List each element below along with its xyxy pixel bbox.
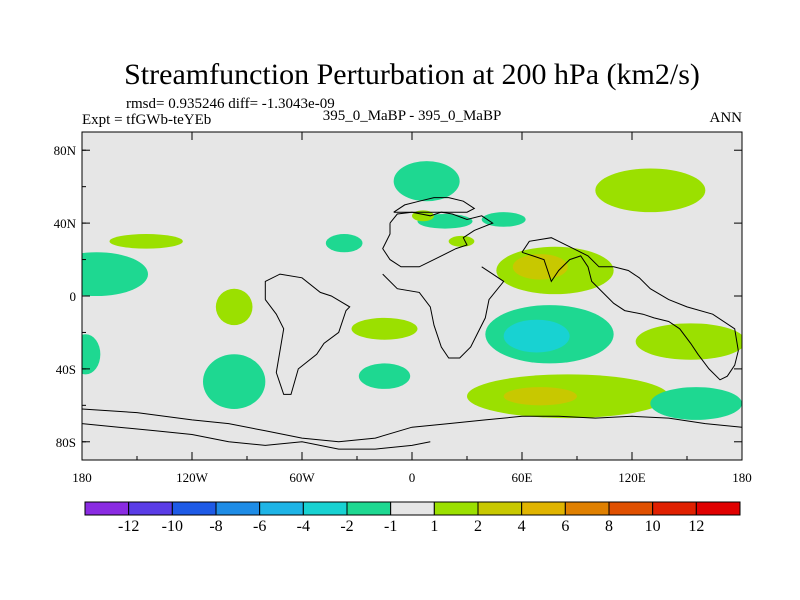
- y-tick-label: 80S: [56, 435, 76, 450]
- colorbar-label: -12: [118, 518, 139, 535]
- x-tick-label: 180: [72, 470, 92, 485]
- y-tick-label: 80N: [54, 143, 77, 158]
- region-npac-east-pos: [109, 234, 183, 249]
- colorbar-swatch: [84, 501, 130, 516]
- colorbar-label: -6: [253, 518, 266, 535]
- region-india-core: [512, 254, 568, 280]
- y-tick-label: 0: [70, 289, 77, 304]
- colorbar-label: -10: [162, 518, 183, 535]
- coastline-africa-south-coast: [382, 266, 505, 359]
- colorbar-swatch: [346, 501, 392, 516]
- region-south-pac-east-neg: [650, 387, 742, 420]
- experiment-label: Expt = tfGWb-teYEb: [82, 112, 211, 128]
- region-sam-west-neg: [203, 354, 266, 409]
- region-siberia-pos: [595, 168, 706, 213]
- x-tick-label: 60E: [512, 470, 533, 485]
- region-tropical-pac-pos: [215, 288, 253, 326]
- colorbar-swatch: [128, 501, 173, 516]
- colorbar-swatch: [259, 501, 304, 516]
- region-greenland-neg: [393, 161, 460, 202]
- coastline-antarctic-peninsula: [82, 423, 431, 450]
- y-tick-label: 40S: [56, 362, 76, 377]
- region-south-pac-neg: [82, 334, 101, 375]
- chart-title: Streamfunction Perturbation at 200 hPa (…: [124, 58, 700, 91]
- colorbar-swatch: [521, 501, 566, 516]
- y-tick-label: 40N: [54, 216, 77, 231]
- colorbar-label: -2: [340, 518, 353, 535]
- coastline-antarctica-edge: [82, 408, 742, 443]
- colorbar-label: 12: [688, 518, 704, 535]
- colorbar-label: 8: [605, 518, 613, 535]
- stats-text: rmsd= 0.935246 diff= -1.3043e-09: [126, 96, 335, 112]
- coastline-europe-north: [393, 197, 476, 213]
- region-npac-east-neg: [82, 252, 148, 296]
- colorbar-swatch: [433, 501, 479, 516]
- coastline-north-africa-europe: [382, 211, 494, 268]
- region-atl-equator-pos: [351, 317, 418, 340]
- colorbar-swatch: [564, 501, 610, 516]
- x-tick-label: 120W: [176, 470, 209, 485]
- region-atl-north-neg: [325, 234, 363, 253]
- x-tick-label: 180: [732, 470, 752, 485]
- colorbar-swatch: [390, 501, 435, 516]
- colorbar-label: 4: [518, 518, 526, 535]
- x-tick-label: 60W: [289, 470, 315, 485]
- colorbar-label: 6: [561, 518, 569, 535]
- case-label: 395_0_MaBP - 395_0_MaBP: [323, 108, 502, 124]
- colorbar-swatch: [608, 501, 654, 516]
- x-tick-label: 0: [409, 470, 416, 485]
- colorbar-swatch: [302, 501, 348, 516]
- coastline-south-asia: [521, 237, 739, 381]
- colorbar-swatch: [477, 501, 523, 516]
- coastline-americas-outline: [264, 273, 351, 395]
- colorbar-label: -4: [297, 518, 310, 535]
- season-label: ANN: [710, 110, 743, 126]
- colorbar-swatch: [215, 501, 261, 516]
- colorbar-label: -1: [384, 518, 397, 535]
- colorbar-label: 10: [645, 518, 661, 535]
- x-tick-label: 120E: [618, 470, 646, 485]
- region-south-atl-neg: [358, 363, 411, 389]
- region-west-pac-pos: [635, 323, 742, 360]
- region-southern-core: [503, 387, 577, 406]
- colorbar-swatch: [171, 501, 217, 516]
- colorbar-label: 1: [430, 518, 438, 535]
- colorbar-label: 2: [474, 518, 482, 535]
- colorbar-label: -8: [209, 518, 222, 535]
- region-caspian-pos: [448, 235, 475, 247]
- colorbar-swatch: [695, 501, 741, 516]
- region-indian-ocean-core: [503, 319, 570, 353]
- colorbar-swatch: [652, 501, 697, 516]
